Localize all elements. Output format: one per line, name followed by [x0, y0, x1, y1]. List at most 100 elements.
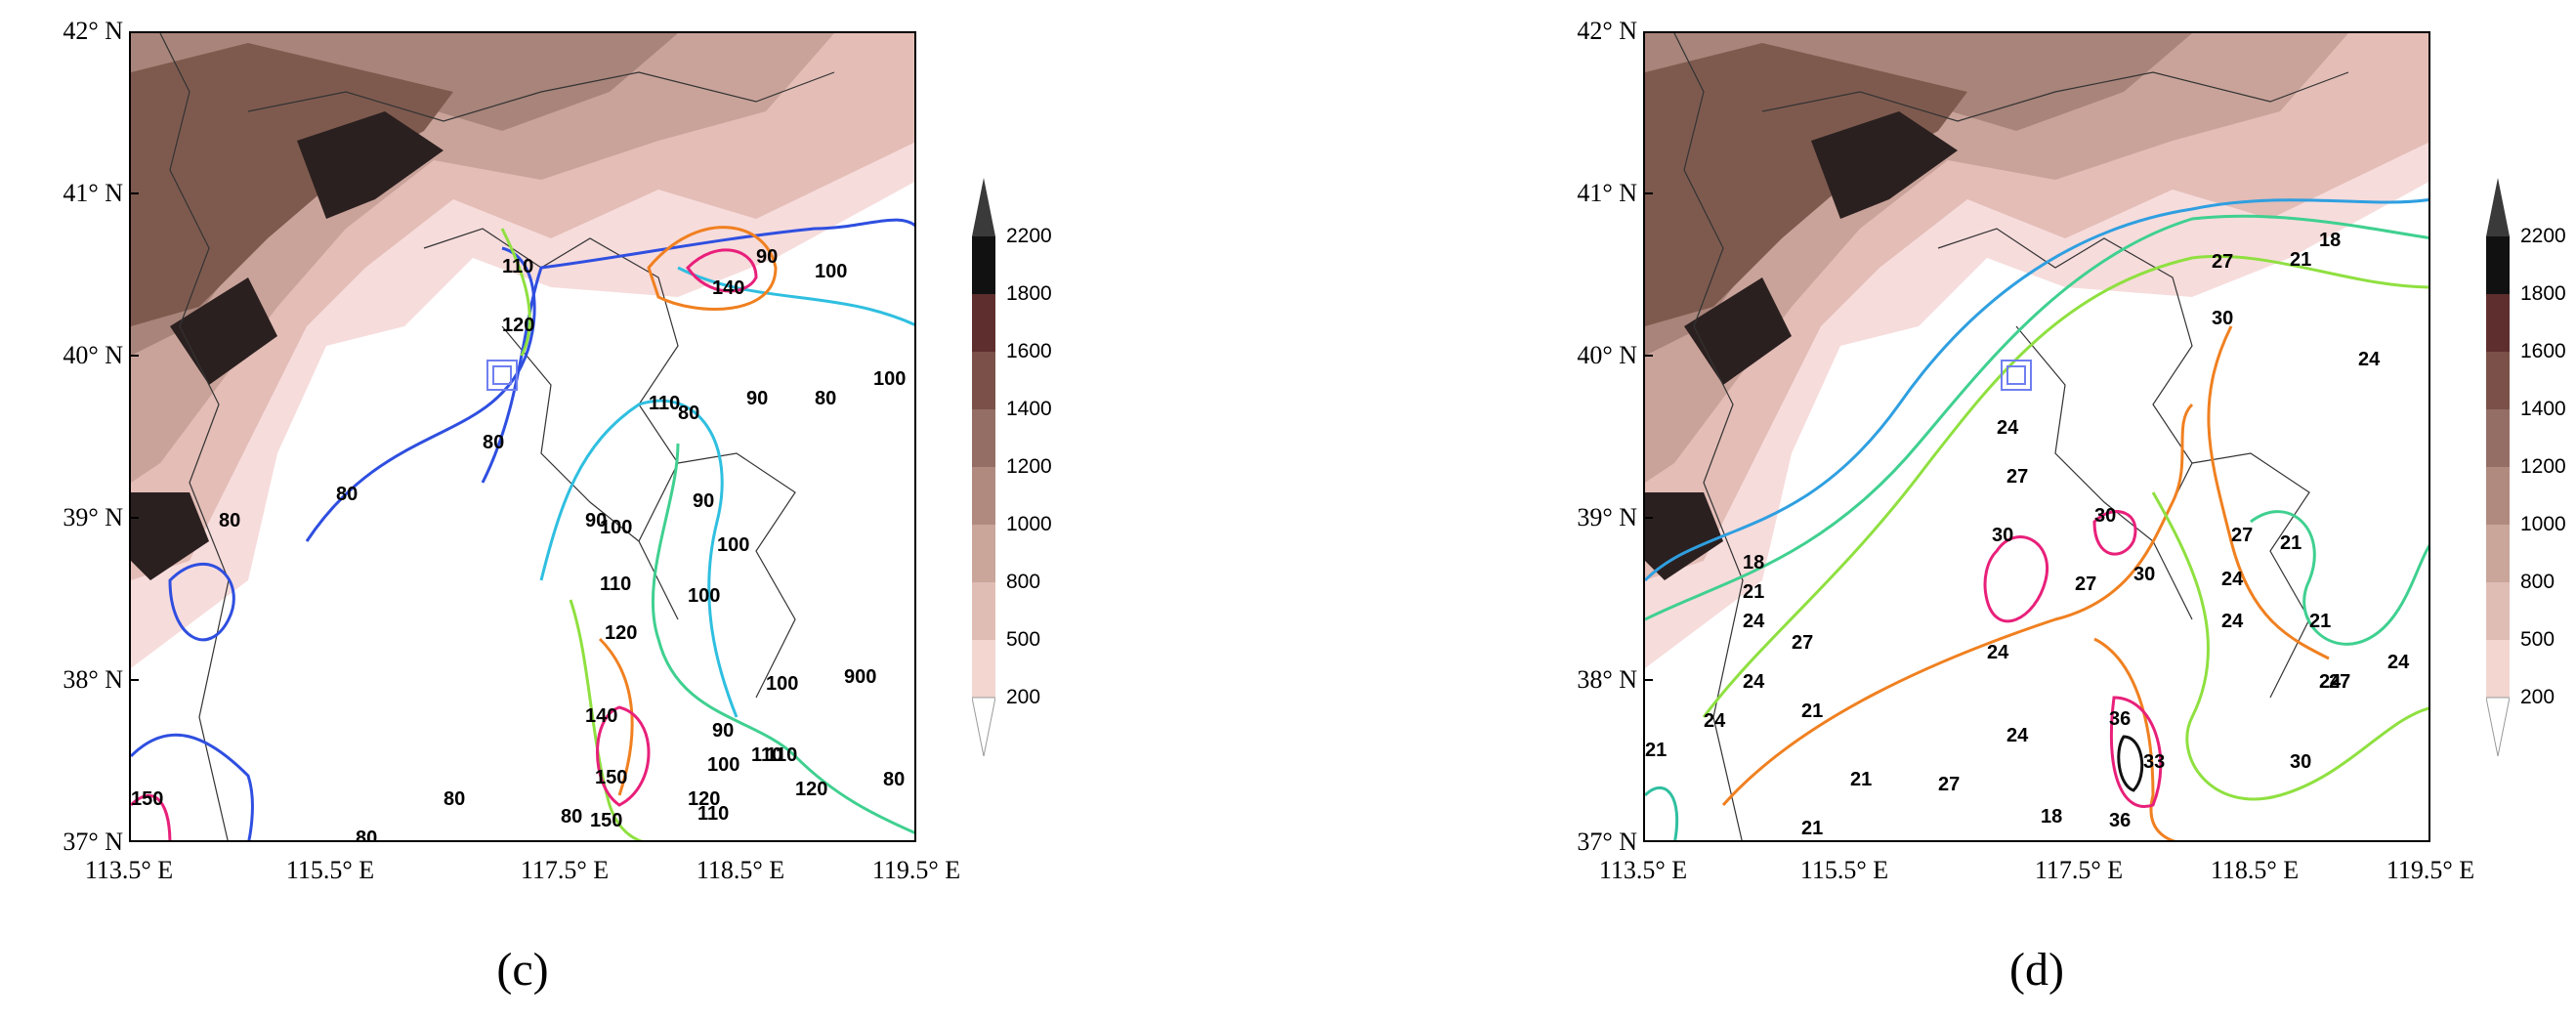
y-tick: [1643, 517, 1653, 519]
y-tick-label: 42° N: [63, 17, 123, 45]
y-tick-label: 39° N: [63, 503, 123, 531]
contour-label: 80: [219, 510, 240, 531]
y-tick-label: 38° N: [1577, 665, 1637, 694]
x-tick-label: 113.5° E: [1598, 856, 1688, 884]
y-tick: [129, 679, 139, 681]
y-tick: [1643, 355, 1653, 357]
colorbar-label: 1600: [2520, 340, 2566, 362]
contour-label: 27: [1938, 774, 1960, 795]
contour-label: 100: [873, 368, 906, 390]
y-tick-label: 40° N: [63, 341, 123, 369]
elevation-colorbar-d: [2486, 178, 2510, 756]
contour-label: 24: [2221, 611, 2244, 632]
contour-label: 100: [707, 754, 739, 776]
contour-label: 24: [2221, 569, 2244, 590]
terrain-band: [131, 43, 453, 326]
x-tick-label: 117.5° E: [2034, 856, 2124, 884]
station-marker-c: [486, 360, 518, 391]
contour-label: 900: [844, 666, 876, 688]
contour-label: 90: [585, 510, 607, 531]
contour-label: 21: [2309, 611, 2331, 632]
y-tick-label: 37° N: [63, 828, 123, 856]
x-tick-label: 118.5° E: [2210, 856, 2300, 884]
contour-label: 110: [600, 573, 631, 595]
contour-label: 21: [2280, 532, 2302, 554]
contour-label: 80: [561, 806, 582, 828]
y-tick: [129, 192, 139, 194]
contour-label: 110: [697, 803, 729, 825]
contour-label: 27: [2231, 525, 2253, 546]
map-canvas-d: 18 18 21 21 21 21 21 21 21 24 24 24 24 2…: [1645, 33, 2428, 840]
contour-label: 80: [356, 828, 377, 842]
colorbar-label: 1400: [1006, 398, 1052, 420]
station-marker-d: [2001, 360, 2032, 391]
contour-label: 24: [1743, 671, 1765, 693]
contour-label: 110: [649, 393, 680, 414]
contour-label: 27: [2006, 466, 2028, 488]
colorbar-label: 1800: [1006, 282, 1052, 305]
contour-label: 18: [2319, 230, 2341, 251]
contour-labels-d: 18 18 21 21 21 21 21 21 21 24 24 24 24 2…: [1645, 230, 2410, 839]
contour-label: 21: [1645, 740, 1667, 761]
contour-label: 90: [756, 246, 778, 268]
contour-label: 110: [751, 744, 782, 766]
colorbar-label: 800: [2520, 571, 2555, 593]
contour-label: 24: [1997, 417, 2019, 439]
contour-label: 21: [2290, 249, 2311, 271]
contour-label: 140: [712, 277, 744, 299]
panel-label: (c): [496, 944, 549, 996]
map-area: 80 80 80 80 80 80 80 80 90 90 90 90 90 1…: [129, 31, 916, 842]
x-tick-label: 115.5° E: [285, 856, 375, 884]
contour-label: 80: [678, 403, 699, 424]
contour-label: 30: [2290, 751, 2311, 773]
contour-label: 80: [443, 788, 465, 810]
colorbar-label: 1200: [2520, 455, 2566, 478]
x-tick-label: 119.5° E: [2386, 856, 2475, 884]
x-tick-label: 117.5° E: [520, 856, 610, 884]
contour-label: 90: [693, 490, 714, 512]
x-tick-label: 113.5° E: [84, 856, 174, 884]
contour-label: 27: [2075, 573, 2096, 595]
y-tick: [129, 355, 139, 357]
colorbar-label: 1600: [1006, 340, 1052, 362]
map-panel-d: 42° N 41° N 40° N 39° N 38° N 37° N: [1514, 0, 2565, 1019]
colorbar-label: 500: [1006, 628, 1041, 651]
contour-label: 21: [1850, 769, 1872, 790]
contour-label: 150: [595, 767, 627, 788]
contour-label: 80: [483, 432, 504, 453]
colorbar-label: 1000: [1006, 513, 1052, 535]
x-tick-label: 115.5° E: [1799, 856, 1889, 884]
colorbar-label: 2200: [1006, 225, 1052, 247]
contour-label: 24: [1987, 642, 2009, 663]
contour-label: 150: [131, 788, 163, 810]
contour-label: 30: [2133, 564, 2155, 585]
contour-label: 100: [600, 517, 632, 538]
contour-lines-d: [1645, 197, 2428, 840]
contour-label: 21: [1801, 701, 1823, 722]
y-tick-label: 41° N: [63, 179, 123, 207]
contour-label: 24: [1704, 710, 1726, 732]
contour-label: 27: [2212, 251, 2233, 273]
map-canvas-c: 80 80 80 80 80 80 80 80 90 90 90 90 90 1…: [131, 33, 914, 842]
contour-label: 120: [502, 315, 534, 336]
y-tick-label: 41° N: [1577, 179, 1637, 207]
x-tick-label: 118.5° E: [696, 856, 785, 884]
colorbar-label: 1800: [2520, 282, 2566, 305]
y-tick-label: 37° N: [1577, 828, 1637, 856]
contour-lines-c: [131, 218, 914, 840]
contour-label: 33: [2143, 751, 2165, 773]
x-tick-label: 119.5° E: [871, 856, 961, 884]
contour-label: 80: [336, 484, 358, 505]
contour-label: 36: [2109, 708, 2131, 730]
colorbar-label: 500: [2520, 628, 2555, 651]
contour-label: 90: [712, 720, 734, 742]
y-tick-label: 39° N: [1577, 503, 1637, 531]
contour-label: 27: [2329, 671, 2350, 693]
colorbar-label: 1000: [2520, 513, 2566, 535]
contour-label: 90: [746, 388, 768, 409]
contour-label: 110: [502, 256, 533, 277]
contour-label: 100: [766, 673, 798, 695]
contour-label: 100: [688, 585, 720, 607]
contour-label: 30: [1992, 525, 2013, 546]
y-tick-label: 40° N: [1577, 341, 1637, 369]
